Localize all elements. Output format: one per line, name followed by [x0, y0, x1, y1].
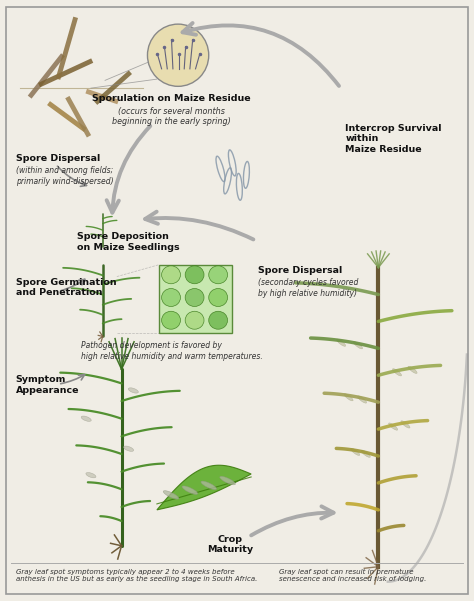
- Text: Intercrop Survival
within
Maize Residue: Intercrop Survival within Maize Residue: [346, 124, 442, 154]
- Ellipse shape: [357, 396, 367, 403]
- Ellipse shape: [162, 266, 181, 284]
- Ellipse shape: [389, 423, 398, 430]
- Ellipse shape: [361, 450, 370, 457]
- Text: Symptom
Appearance: Symptom Appearance: [16, 375, 79, 395]
- Text: (secondary cycles favored
by high relative humidity): (secondary cycles favored by high relati…: [258, 278, 358, 297]
- Ellipse shape: [392, 368, 401, 376]
- Ellipse shape: [401, 421, 410, 428]
- Text: Gray leaf spot symptoms typically appear 2 to 4 weeks before
anthesis in the US : Gray leaf spot symptoms typically appear…: [16, 569, 257, 582]
- Text: Pathogen development is favored by
high relative humidity and warm temperatures.: Pathogen development is favored by high …: [82, 341, 263, 361]
- Ellipse shape: [344, 394, 353, 401]
- Text: Spore Dispersal: Spore Dispersal: [258, 266, 342, 275]
- Ellipse shape: [162, 311, 181, 329]
- Ellipse shape: [185, 311, 204, 329]
- Text: Sporulation on Maize Residue: Sporulation on Maize Residue: [91, 94, 250, 103]
- Ellipse shape: [182, 486, 198, 495]
- Ellipse shape: [201, 481, 217, 490]
- Ellipse shape: [351, 448, 360, 456]
- Ellipse shape: [163, 490, 179, 499]
- Text: Spore Germination
and Penetration: Spore Germination and Penetration: [16, 278, 116, 297]
- Ellipse shape: [209, 288, 228, 307]
- Ellipse shape: [162, 288, 181, 307]
- Ellipse shape: [128, 388, 138, 393]
- Ellipse shape: [408, 366, 417, 373]
- Text: Gray leaf spot can result in premature
senescence and increased risk of lodging.: Gray leaf spot can result in premature s…: [279, 569, 427, 582]
- Ellipse shape: [209, 311, 228, 329]
- Ellipse shape: [86, 472, 96, 478]
- Text: (within and among fields;
primarily wind-dispersed): (within and among fields; primarily wind…: [16, 166, 113, 186]
- Text: Crop
Maturity: Crop Maturity: [207, 535, 253, 554]
- Ellipse shape: [209, 266, 228, 284]
- Ellipse shape: [337, 339, 346, 346]
- FancyBboxPatch shape: [159, 264, 232, 334]
- Ellipse shape: [147, 24, 209, 87]
- Ellipse shape: [81, 416, 91, 421]
- Ellipse shape: [354, 341, 363, 349]
- Ellipse shape: [185, 288, 204, 307]
- Text: Spore Dispersal: Spore Dispersal: [16, 154, 100, 163]
- Text: Spore Deposition
on Maize Seedlings: Spore Deposition on Maize Seedlings: [77, 233, 180, 252]
- Polygon shape: [157, 465, 251, 510]
- Ellipse shape: [185, 266, 204, 284]
- Ellipse shape: [124, 446, 134, 451]
- Text: (occurs for several months
beginning in the early spring): (occurs for several months beginning in …: [112, 106, 230, 126]
- Ellipse shape: [220, 477, 236, 485]
